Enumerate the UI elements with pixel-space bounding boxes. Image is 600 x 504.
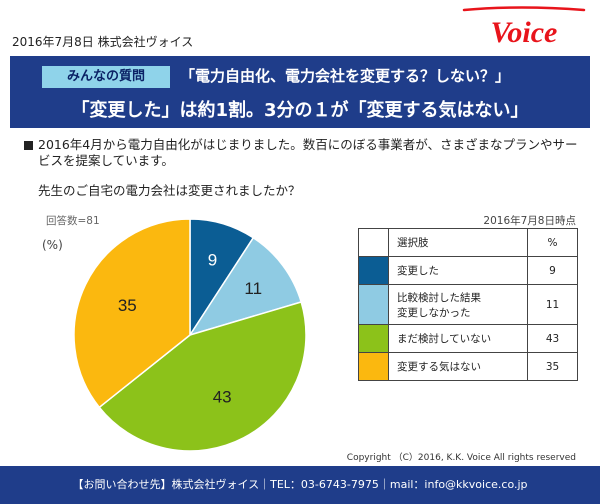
legend-label: まだ検討していない (388, 324, 528, 353)
intro-text: 2016年4月から電力自由化がはじまりました。数百にのぼる事業者が、さまざまなプ… (38, 137, 578, 168)
legend-label: 変更した (388, 256, 528, 285)
pie-label-compared-not-changed: 11 (244, 279, 262, 298)
pie-label-not-yet-considered: 43 (213, 388, 232, 407)
pie-label-no-intention: 35 (118, 296, 137, 315)
headline-question: 「電力自由化、電力会社を変更する？しない？」 (180, 67, 511, 85)
as-of-date: 2016年7月8日時点 (483, 215, 576, 227)
contact-footer: 【お問い合わせ先】株式会社ヴォイス｜TEL：03-6743-7975｜mail：… (0, 466, 600, 504)
legend-row-no-intention: 変更する気はない 35 (358, 352, 578, 381)
legend-swatch (358, 256, 389, 285)
pie-slice-no-intention (73, 218, 191, 409)
legend-value: 35 (527, 352, 578, 381)
svg-text:Voice: Voice (491, 16, 558, 48)
legend-value: 11 (527, 284, 578, 325)
pie-slice-compared-not-changed (188, 236, 303, 337)
legend-header-row: 選択肢 % (358, 228, 578, 257)
bullet-square-icon (24, 141, 33, 150)
question-tag: みんなの質問 (42, 66, 170, 88)
date-company-label: 2016年7月8日 株式会社ヴォイス (12, 35, 194, 49)
top-bar: 2016年7月8日 株式会社ヴォイス Voice (0, 0, 600, 52)
legend-table: 選択肢 % 変更した 9 比較検討した結果 変更しなかった 11 まだ検討していない 43 変… (358, 228, 578, 381)
voice-logo: Voice (462, 6, 586, 48)
legend-swatch (358, 284, 389, 325)
legend-swatch (358, 352, 389, 381)
legend-value: 43 (527, 324, 578, 353)
legend-header-swatch-cell (358, 228, 389, 257)
legend-header-label: 選択肢 (388, 228, 528, 257)
legend-value: 9 (527, 256, 578, 285)
legend-row-not-yet-considered: まだ検討していない 43 (358, 324, 578, 353)
respondent-count: 回答数=81 (46, 215, 100, 227)
legend-label: 変更する気はない (388, 352, 528, 381)
headline-banner: みんなの質問 「電力自由化、電力会社を変更する？しない？」 「変更した」は約1割… (10, 56, 590, 128)
pie-label-changed: 9 (208, 250, 217, 269)
legend-swatch (358, 324, 389, 353)
legend-row-compared-not-changed: 比較検討した結果 変更しなかった 11 (358, 284, 578, 325)
survey-question: 先生のご自宅の電力会社は変更されましたか？ (38, 183, 301, 198)
legend-header-value: % (527, 228, 578, 257)
legend-label: 比較検討した結果 変更しなかった (388, 284, 528, 325)
headline-result: 「変更した」は約1割。3分の１が「変更する気はない」 (71, 100, 529, 121)
copyright-notice: Copyright （C）2016, K.K. Voice All rights… (346, 453, 576, 463)
pie-slice-not-yet-considered (98, 301, 307, 452)
intro-text-block: 2016年4月から電力自由化がはじまりました。数百にのぼる事業者が、さまざまなプ… (24, 137, 584, 169)
pie-chart: 9 11 43 35 (73, 218, 307, 452)
unit-label: (%) (42, 238, 63, 252)
legend-row-changed: 変更した 9 (358, 256, 578, 285)
